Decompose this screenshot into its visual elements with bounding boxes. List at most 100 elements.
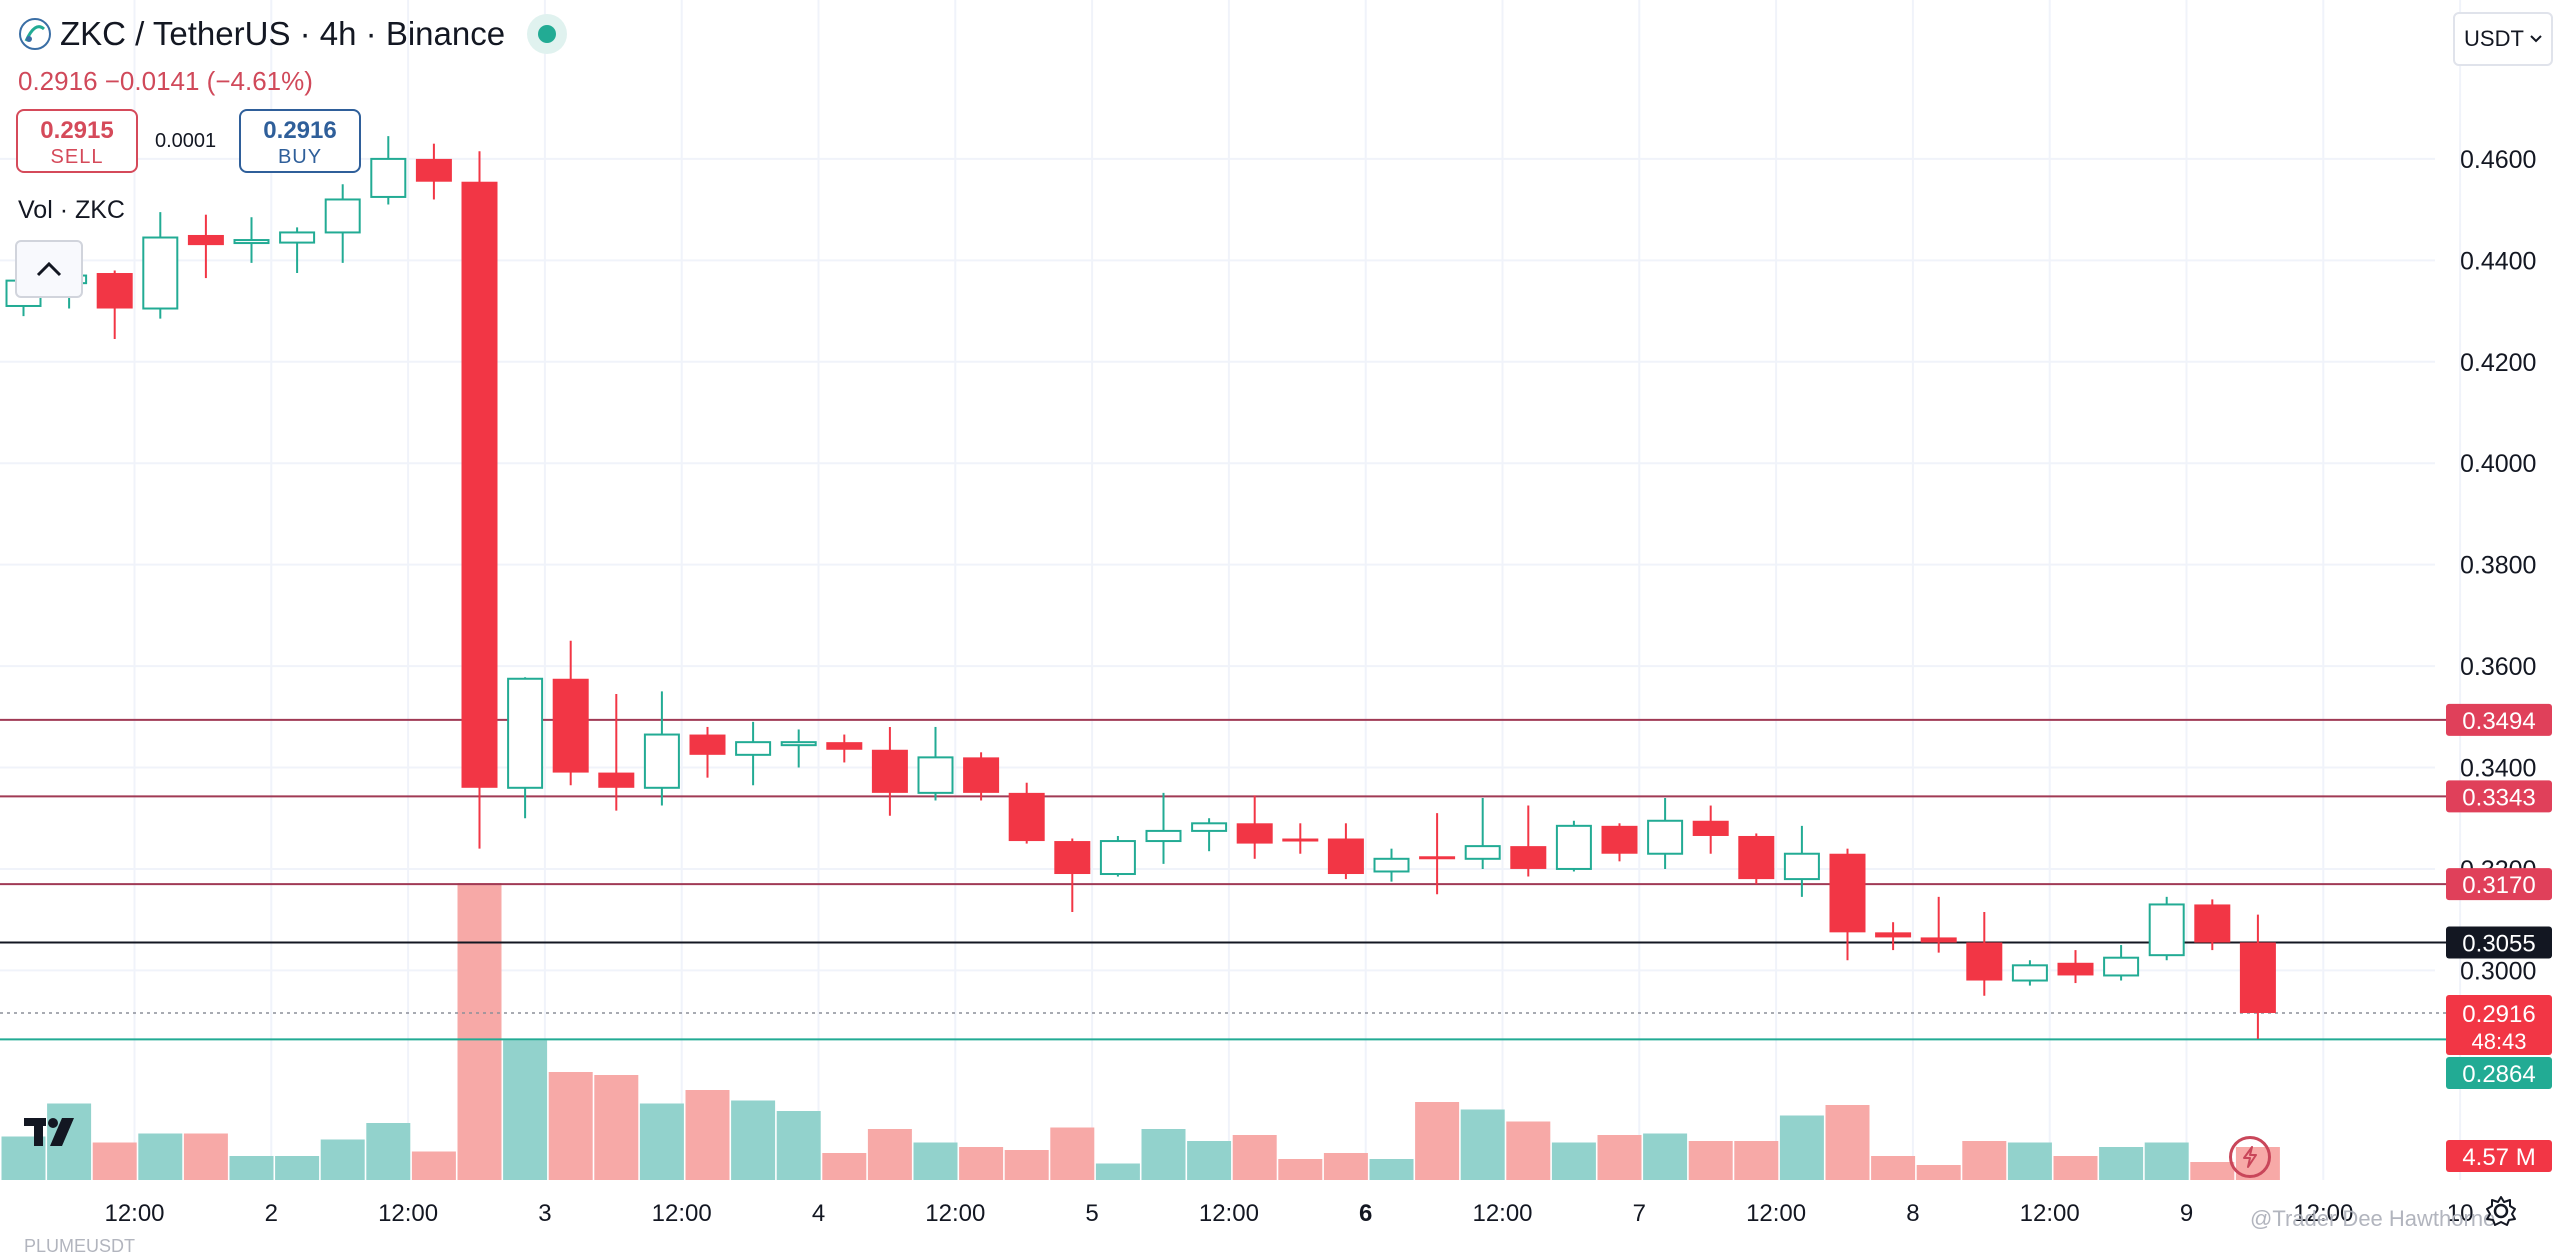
candle-body-down[interactable] — [2239, 942, 2276, 1013]
symbol-title[interactable]: ZKC / TetherUS · 4h · Binance — [18, 14, 568, 54]
volume-bar[interactable] — [1323, 1153, 1368, 1180]
level-price-label[interactable]: 0.3343 — [2462, 784, 2535, 811]
volume-bar[interactable] — [2007, 1142, 2052, 1181]
candle-body-up[interactable] — [1145, 829, 1182, 843]
x-tick-label[interactable]: 12:00 — [2020, 1200, 2080, 1227]
x-tick-label[interactable]: 12:00 — [1199, 1200, 1259, 1227]
candle-body-down[interactable] — [1601, 825, 1638, 854]
x-tick-label[interactable]: 12:00 — [104, 1200, 164, 1227]
level-price-label[interactable]: 0.3055 — [2462, 930, 2535, 957]
candle-body-up[interactable] — [1373, 857, 1410, 873]
volume-bar[interactable] — [1415, 1102, 1460, 1180]
level-price-label[interactable]: 0.3494 — [2462, 708, 2535, 735]
y-tick-label[interactable]: 0.3600 — [2460, 653, 2536, 681]
candle-body-up[interactable] — [643, 733, 680, 789]
volume-bar[interactable] — [1095, 1163, 1140, 1181]
volume-indicator-legend[interactable]: Vol · ZKC — [18, 196, 125, 224]
candle-body-down[interactable] — [187, 234, 224, 246]
volume-bar[interactable] — [594, 1075, 639, 1180]
candle-body-up[interactable] — [2103, 956, 2140, 977]
volume-bar[interactable] — [1050, 1127, 1095, 1181]
candle-body-up[interactable] — [917, 756, 954, 794]
candle-body-down[interactable] — [1692, 820, 1729, 836]
volume-bar[interactable] — [1871, 1156, 1916, 1180]
volume-bar[interactable] — [1369, 1159, 1414, 1180]
volume-bar[interactable] — [1597, 1135, 1642, 1180]
y-tick-label[interactable]: 0.4200 — [2460, 349, 2536, 377]
candle-body-up[interactable] — [1191, 822, 1228, 832]
candle-body-down[interactable] — [1510, 846, 1547, 869]
volume-bar[interactable] — [1551, 1142, 1596, 1181]
x-tick-label[interactable]: 7 — [1633, 1200, 1646, 1227]
x-tick-label[interactable]: 3 — [538, 1200, 551, 1227]
volume-bar[interactable] — [1232, 1135, 1277, 1180]
x-tick-label[interactable]: 12:00 — [378, 1200, 438, 1227]
volume-bar[interactable] — [275, 1156, 320, 1180]
candle-body-up[interactable] — [1647, 819, 1684, 855]
candle-body-up[interactable] — [507, 677, 544, 789]
x-tick-label[interactable]: 12:00 — [2293, 1200, 2353, 1227]
x-tick-label[interactable]: 12:00 — [652, 1200, 712, 1227]
candle-body-down[interactable] — [1327, 838, 1364, 875]
buy-button[interactable]: 0.2916 BUY — [239, 109, 361, 173]
volume-bar[interactable] — [731, 1100, 776, 1181]
candle-body-down[interactable] — [1419, 856, 1456, 860]
candle-body-up[interactable] — [2148, 903, 2185, 957]
x-tick-label[interactable]: 2 — [265, 1200, 278, 1227]
x-tick-label[interactable]: 12:00 — [925, 1200, 985, 1227]
volume-bar[interactable] — [503, 1040, 548, 1181]
currency-selector[interactable]: USDT — [2453, 12, 2553, 66]
x-tick-label[interactable]: 12:00 — [1746, 1200, 1806, 1227]
candle-body-down[interactable] — [1829, 853, 1866, 933]
volume-bar[interactable] — [959, 1147, 1004, 1180]
candle-body-down[interactable] — [871, 749, 908, 793]
volume-bar[interactable] — [639, 1103, 684, 1181]
volume-bar[interactable] — [685, 1090, 730, 1180]
candle-body-down[interactable] — [1920, 937, 1957, 943]
candle-body-down[interactable] — [826, 742, 863, 750]
volume-bar[interactable] — [2190, 1162, 2235, 1180]
level-price-label[interactable]: 0.3170 — [2462, 872, 2535, 899]
volume-bar[interactable] — [1916, 1165, 1961, 1180]
volume-bar[interactable] — [822, 1153, 867, 1180]
candle-body-down[interactable] — [2057, 962, 2094, 976]
x-tick-label[interactable]: 9 — [2180, 1200, 2193, 1227]
volume-bar[interactable] — [366, 1123, 411, 1180]
tradingview-logo-icon[interactable] — [22, 1112, 88, 1152]
volume-bar[interactable] — [913, 1142, 958, 1181]
volume-bar[interactable] — [1141, 1129, 1186, 1180]
volume-bar[interactable] — [138, 1133, 183, 1181]
collapse-legend-button[interactable] — [15, 240, 83, 298]
candle-body-down[interactable] — [598, 772, 635, 788]
candle-body-down[interactable] — [461, 181, 498, 788]
volume-bar[interactable] — [457, 883, 502, 1180]
x-tick-label[interactable]: 4 — [812, 1200, 825, 1227]
volume-bar[interactable] — [320, 1139, 365, 1181]
volume-bar[interactable] — [183, 1133, 228, 1181]
x-tick-label[interactable]: 6 — [1359, 1200, 1372, 1227]
candle-body-up[interactable] — [370, 157, 407, 198]
candle-body-up[interactable] — [1783, 852, 1820, 881]
y-tick-label[interactable]: 0.4000 — [2460, 450, 2536, 478]
candle-body-down[interactable] — [1236, 823, 1273, 844]
volume-bar[interactable] — [92, 1142, 137, 1181]
x-tick-label[interactable]: 10 — [2447, 1200, 2474, 1227]
volume-bar[interactable] — [1460, 1109, 1505, 1181]
candle-body-up[interactable] — [324, 198, 361, 234]
x-tick-label[interactable]: 5 — [1085, 1200, 1098, 1227]
volume-bar[interactable] — [1688, 1141, 1733, 1180]
level-price-label[interactable]: 0.2864 — [2462, 1061, 2535, 1088]
x-tick-label[interactable]: 12:00 — [1472, 1200, 1532, 1227]
candle-body-down[interactable] — [415, 158, 452, 182]
last-price-label[interactable]: 0.2916 — [2462, 1001, 2535, 1028]
candle-body-up[interactable] — [1555, 824, 1592, 870]
candle-body-down[interactable] — [1875, 932, 1912, 938]
volume-value-label[interactable]: 4.57 M — [2462, 1144, 2535, 1171]
volume-bar[interactable] — [1779, 1115, 1824, 1181]
volume-bar[interactable] — [1825, 1105, 1870, 1180]
data-updates-button[interactable] — [2229, 1136, 2271, 1178]
volume-bar[interactable] — [1278, 1159, 1323, 1180]
candle-body-up[interactable] — [1464, 845, 1501, 860]
candle-body-up[interactable] — [2011, 964, 2048, 982]
